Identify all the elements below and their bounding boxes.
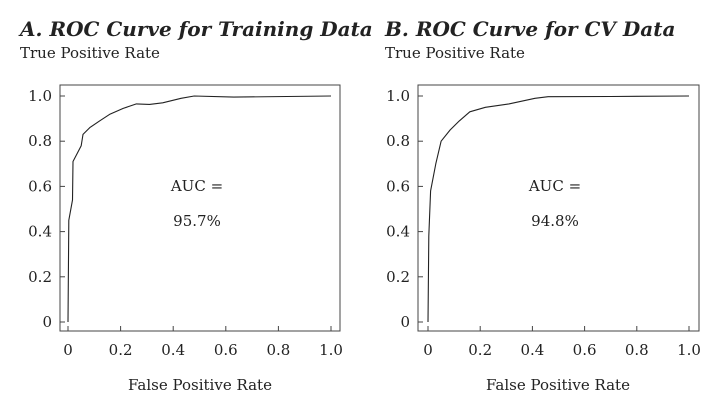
x-tick-label: 0.2 [109, 341, 133, 359]
auc-value: 94.8% [531, 212, 579, 230]
auc-label: AUC = [170, 177, 223, 195]
y-tick-label: 0 [42, 313, 52, 331]
y-tick-label: 0.4 [386, 223, 410, 241]
y-axis-label: True Positive Rate [20, 44, 160, 62]
y-tick-label: 0.8 [28, 132, 52, 150]
x-tick-label: 1.0 [677, 341, 701, 359]
x-tick-label: 0.2 [468, 341, 492, 359]
y-tick-label: 0.2 [28, 268, 52, 286]
y-tick-label: 0.6 [386, 177, 410, 195]
x-tick-label: 0.8 [266, 341, 290, 359]
roc-curve [67, 95, 332, 323]
plot-frame [417, 84, 700, 332]
y-tick-label: 0.6 [28, 177, 52, 195]
y-tick-label: 0 [400, 313, 410, 331]
x-tick-label: 0.6 [573, 341, 597, 359]
y-tick-label: 0.8 [386, 132, 410, 150]
auc-label: AUC = [528, 177, 581, 195]
chart-title: B. ROC Curve for CV Data [384, 17, 675, 41]
x-tick-label: 0.4 [161, 341, 185, 359]
x-tick-label: 0.4 [520, 341, 544, 359]
auc-value: 95.7% [173, 212, 221, 230]
panel-cv: B. ROC Curve for CV Data True Positive R… [384, 17, 701, 394]
y-axis-label: True Positive Rate [385, 44, 525, 62]
plot-frame [59, 84, 341, 332]
y-tick-label: 1.0 [28, 87, 52, 105]
x-tick-label: 0 [63, 341, 73, 359]
panel-training: A. ROC Curve for Training Data True Posi… [18, 17, 373, 394]
roc-curve [427, 95, 690, 323]
chart-title: A. ROC Curve for Training Data [18, 17, 373, 41]
x-tick-label: 0.8 [625, 341, 649, 359]
y-tick-label: 1.0 [386, 87, 410, 105]
y-tick-label: 0.2 [386, 268, 410, 286]
x-tick-label: 0 [423, 341, 433, 359]
x-axis-label: False Positive Rate [128, 376, 272, 394]
x-axis-label: False Positive Rate [486, 376, 630, 394]
y-tick-label: 0.4 [28, 223, 52, 241]
x-tick-label: 0.6 [214, 341, 238, 359]
x-tick-label: 1.0 [319, 341, 343, 359]
